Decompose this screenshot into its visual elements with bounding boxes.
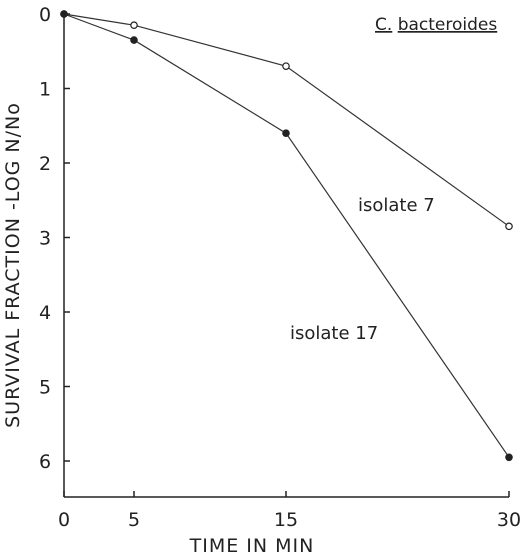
series-line-isolate-17 bbox=[63, 13, 510, 458]
data-point-isolate-17 bbox=[130, 36, 138, 44]
series-line-isolate-7 bbox=[63, 13, 510, 227]
data-point-isolate-17 bbox=[505, 453, 513, 462]
y-tick-label: 1 bbox=[39, 79, 51, 101]
data-point-isolate-7 bbox=[282, 62, 290, 70]
y-tick-label: 6 bbox=[39, 451, 51, 473]
data-point-isolate-17 bbox=[282, 129, 290, 138]
y-axis-ticks: 0 1 2 3 4 5 6 bbox=[39, 4, 70, 473]
data-point-isolate-7 bbox=[505, 222, 513, 231]
data-point-isolate-17 bbox=[60, 10, 68, 18]
y-tick-label: 3 bbox=[39, 228, 51, 250]
y-tick-label: 0 bbox=[39, 4, 51, 26]
series-group bbox=[60, 10, 513, 462]
x-axis-ticks: 0 5 15 30 bbox=[58, 491, 521, 531]
y-tick-label: 5 bbox=[39, 377, 51, 399]
x-tick-label: 0 bbox=[58, 509, 70, 531]
x-tick-label: 15 bbox=[274, 509, 298, 531]
x-axis-title: TIME IN MIN bbox=[189, 535, 315, 557]
chart-title-part-1: C. bbox=[375, 15, 392, 35]
chart-title: C. bacteroides bbox=[375, 15, 497, 35]
x-tick-label: 30 bbox=[497, 509, 521, 531]
chart-title-part-2: bacteroides bbox=[398, 15, 498, 35]
y-axis-title: SURVIVAL FRACTION -LOG N/No bbox=[2, 102, 24, 428]
data-point-isolate-7 bbox=[130, 21, 138, 29]
series-label-isolate-17: isolate 17 bbox=[290, 323, 378, 344]
y-tick-label: 4 bbox=[39, 302, 51, 324]
series-label-isolate-7: isolate 7 bbox=[358, 195, 435, 216]
y-tick-label: 2 bbox=[39, 153, 51, 175]
x-tick-label: 5 bbox=[128, 509, 140, 531]
